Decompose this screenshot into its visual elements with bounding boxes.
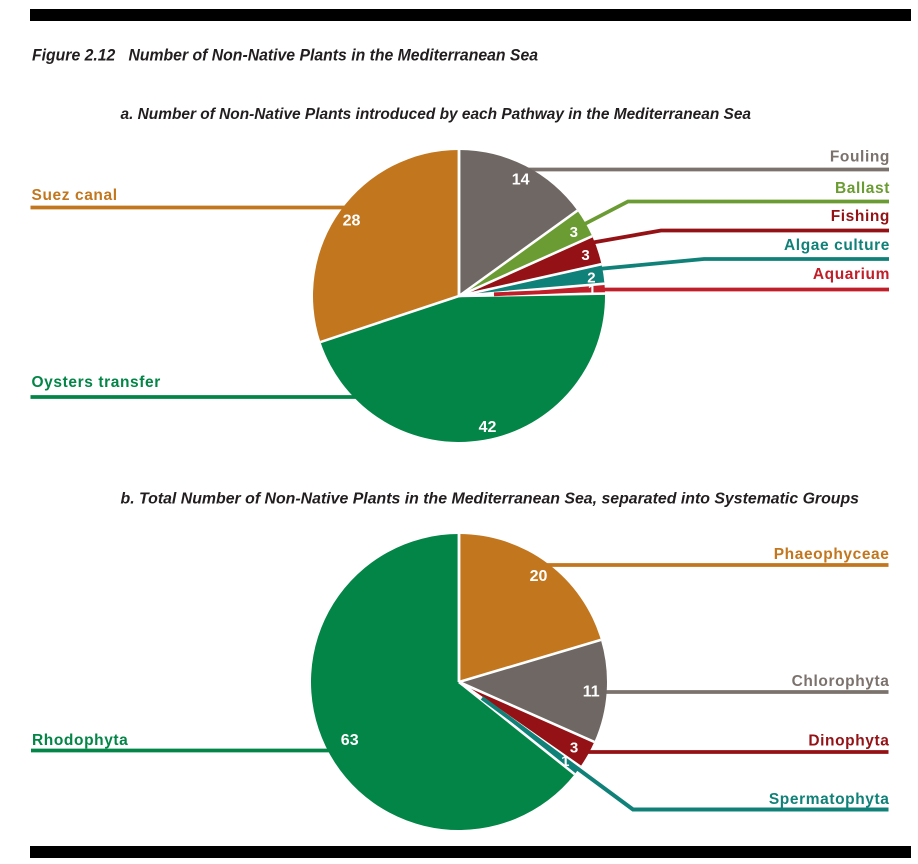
svg-text:Spermatophyta: Spermatophyta: [769, 791, 890, 808]
svg-text:a. Number of Non-Native Plants: a. Number of Non-Native Plants introduce…: [121, 106, 752, 123]
svg-text:20: 20: [530, 568, 548, 585]
svg-text:Fouling: Fouling: [830, 149, 890, 166]
svg-text:1: 1: [588, 282, 596, 299]
svg-text:Dinophyta: Dinophyta: [808, 733, 889, 750]
svg-text:Oysters transfer: Oysters transfer: [32, 374, 161, 391]
svg-text:Algae culture: Algae culture: [784, 237, 890, 254]
svg-text:28: 28: [343, 213, 361, 230]
svg-text:Suez canal: Suez canal: [32, 187, 118, 204]
svg-text:Ballast: Ballast: [835, 180, 890, 197]
svg-text:3: 3: [570, 739, 578, 756]
svg-text:1: 1: [561, 753, 569, 770]
svg-text:63: 63: [341, 732, 359, 749]
svg-text:Chlorophyta: Chlorophyta: [792, 673, 890, 690]
svg-text:14: 14: [512, 172, 530, 189]
svg-text:42: 42: [479, 419, 497, 436]
svg-text:b. Total Number of Non-Native: b. Total Number of Non-Native Plants in …: [121, 491, 860, 508]
svg-text:3: 3: [581, 247, 589, 264]
svg-text:Fishing: Fishing: [831, 208, 890, 225]
svg-text:11: 11: [583, 684, 600, 701]
svg-text:3: 3: [570, 224, 578, 241]
svg-text:Rhodophyta: Rhodophyta: [32, 732, 128, 749]
svg-text:Phaeophyceae: Phaeophyceae: [774, 546, 890, 563]
svg-text:Figure 2.12 Number of Non-Na: Figure 2.12 Number of Non-Native Plants …: [32, 47, 538, 65]
svg-text:Aquarium: Aquarium: [813, 266, 890, 283]
svg-text:2: 2: [587, 270, 595, 287]
